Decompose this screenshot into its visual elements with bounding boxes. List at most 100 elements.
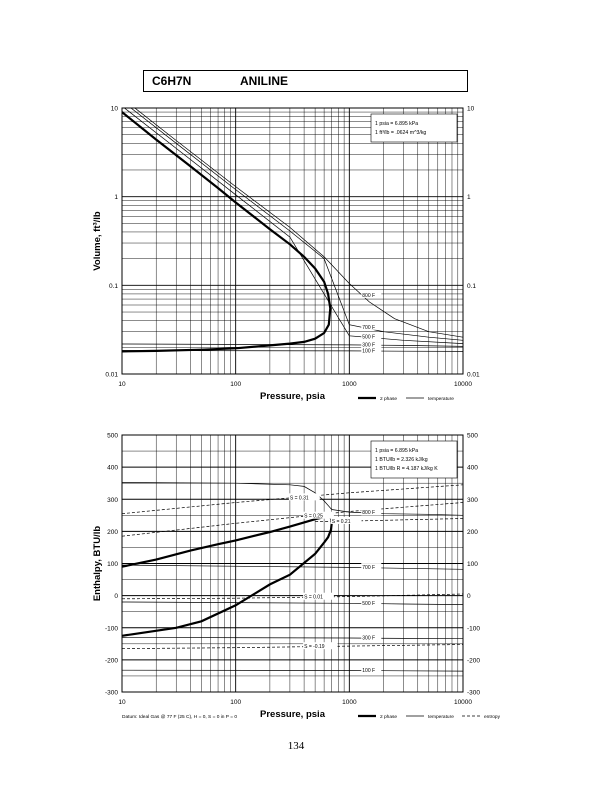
info-box	[370, 113, 458, 143]
y-tick-label-left: 0.1	[109, 283, 118, 290]
curve-label-bg	[361, 346, 382, 354]
temperature-label: 700 F	[362, 565, 375, 571]
y-tick-label-right: 100	[467, 561, 478, 568]
entropy-label: S = -0.19	[304, 644, 325, 650]
x-axis-label: Pressure, psia	[260, 391, 326, 402]
temperature-label: 700 F	[362, 325, 375, 331]
legend-label-temperature: temperature	[428, 396, 454, 402]
grid	[122, 435, 463, 692]
y-tick-label-right: 10	[467, 106, 475, 113]
legend-label-temperature: temperature	[428, 714, 454, 720]
entropy-label: S = 0.01	[304, 595, 323, 601]
chart-title-name: ANILINE	[240, 74, 288, 88]
legend-label-2-phase: 2 phase	[380, 714, 397, 720]
info-box	[370, 440, 458, 479]
y-tick-label-right: 0.1	[467, 283, 476, 290]
temperature-label: 500 F	[362, 601, 375, 607]
two-phase-curve	[122, 111, 332, 353]
info-box-line: 1 BTU/lb R = 4.187 kJ/kg K	[375, 466, 438, 472]
legend: 2 phase temperature	[358, 396, 454, 402]
curve-label-bg	[303, 511, 334, 519]
y-tick-label-left: 1	[114, 194, 118, 201]
curves	[122, 108, 463, 353]
temperature-label: 800 F	[362, 293, 375, 299]
y-tick-label-right: 200	[467, 529, 478, 536]
entropy-curve	[122, 593, 463, 600]
chart-2: 10 100 1000 10000 -300 -300 -200 -200 -100 -100 0 0…	[92, 433, 501, 721]
x-tick-label: 1000	[342, 381, 357, 388]
temperature-label: 800 F	[362, 510, 375, 516]
curve-label-bg	[361, 290, 382, 298]
y-tick-label-left: 100	[107, 561, 118, 568]
two-phase-curve	[122, 515, 333, 637]
entropy-label: S = 0.25	[304, 514, 323, 520]
y-tick-label-right: 500	[467, 433, 478, 440]
y-axis-label: Enthalpy, BTU/lb	[92, 526, 103, 601]
legend: 2 phase temperature entropy	[358, 714, 501, 720]
info-box-line: 1 BTU/lb = 2.326 kJ/kg	[375, 457, 428, 463]
x-tick-label: 10	[118, 381, 126, 388]
curve-label-bg	[361, 666, 382, 674]
y-tick-label-left: 500	[107, 433, 118, 440]
temperature-label: 500 F	[362, 334, 375, 340]
entropy-label: S = 0.31	[290, 495, 309, 501]
temperature-curve	[122, 637, 463, 640]
temperature-curve	[122, 601, 463, 605]
info-box-line: 1 ft³/lb = .0624 m^3/kg	[375, 130, 426, 136]
entropy-label: S = 0.21	[332, 519, 351, 525]
curve-label-bg	[361, 508, 382, 516]
info-box-line: 1 psia = 6.895 kPa	[375, 448, 418, 454]
temperature-label: 300 F	[362, 636, 375, 642]
curve-label-bg	[361, 563, 382, 571]
y-axis-label: Volume, ft³/lb	[92, 211, 103, 271]
x-tick-label: 10	[118, 699, 126, 706]
chart-1: 10 100 1000 10000 0.01 0.01 0.1 0.1 1 1 10 10 Pressu…	[92, 106, 480, 403]
y-tick-label-left: -300	[105, 690, 118, 697]
plot-frame	[121, 434, 464, 693]
y-tick-label-left: 400	[107, 465, 118, 472]
temperature-curve	[134, 108, 463, 338]
y-tick-label-left: 300	[107, 497, 118, 504]
chart-title-formula: C6H7N	[152, 74, 192, 88]
y-tick-label-right: 0	[467, 593, 471, 600]
curve-label-bg	[303, 642, 338, 650]
x-tick-label: 10000	[454, 699, 472, 706]
y-tick-label-left: 0.01	[105, 372, 118, 379]
curves	[122, 482, 463, 672]
curve-label-bg	[361, 322, 382, 330]
x-axis-label: Pressure, psia	[260, 709, 326, 720]
chart-title-box: C6H7N ANILINE	[143, 70, 468, 92]
y-tick-label-right: -300	[467, 690, 480, 697]
temperature-curve	[122, 564, 463, 570]
y-tick-label-right: 400	[467, 465, 478, 472]
entropy-curve	[315, 518, 463, 523]
temperature-curve	[130, 108, 463, 341]
curve-label-bg	[361, 332, 382, 340]
legend-label-2-phase: 2 phase	[380, 396, 397, 402]
plot-frame	[121, 107, 464, 375]
y-tick-label-left: 200	[107, 529, 118, 536]
temperature-curve	[122, 669, 463, 672]
entropy-curve	[122, 644, 463, 649]
curve-label-bg	[330, 516, 362, 524]
y-tick-label-left: -100	[105, 625, 118, 632]
info-box-line: 1 psia = 6.895 kPa	[375, 121, 418, 127]
curve-label-bg	[288, 493, 320, 501]
x-tick-label: 100	[230, 699, 241, 706]
temperature-label: 100 F	[362, 348, 375, 354]
x-tick-label: 100	[230, 381, 241, 388]
temperature-curve	[122, 482, 463, 516]
y-tick-label-left: -200	[105, 657, 118, 664]
y-tick-label-right: -200	[467, 657, 480, 664]
curve-label-bg	[303, 592, 334, 600]
y-tick-label-right: 300	[467, 497, 478, 504]
page-number: 134	[287, 740, 305, 752]
grid	[122, 108, 463, 374]
x-tick-label: 10000	[454, 381, 472, 388]
curve-label-bg	[361, 340, 382, 348]
curve-label-bg	[361, 598, 382, 606]
temperature-curve	[123, 108, 463, 344]
y-tick-label-left: 0	[114, 593, 118, 600]
legend-label-entropy: entropy	[484, 714, 501, 720]
